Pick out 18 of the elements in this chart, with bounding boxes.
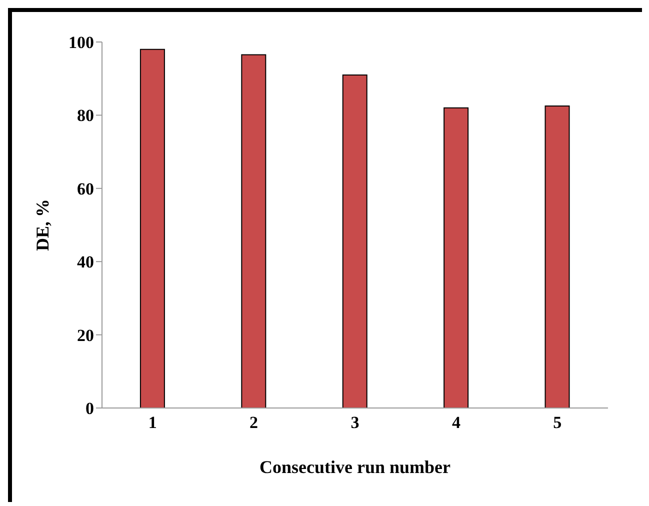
- bar: [140, 48, 165, 408]
- y-axis-title: DE, %: [32, 198, 52, 252]
- bar: [444, 107, 469, 408]
- y-tick-label: 40: [77, 252, 94, 272]
- bar: [342, 74, 368, 408]
- x-tick-label: 2: [250, 413, 258, 432]
- x-tick-label: 4: [452, 413, 461, 432]
- y-tick-label: 100: [68, 33, 94, 52]
- x-axis-title: Consecutive run number: [259, 457, 451, 477]
- y-tick-label: 80: [77, 106, 94, 126]
- y-tick-label: 60: [77, 179, 94, 198]
- y-tick-label: 0: [86, 399, 94, 418]
- x-tick-label: 5: [553, 413, 562, 432]
- x-tick-label: 1: [148, 413, 157, 432]
- y-tick-label: 20: [77, 326, 94, 345]
- x-tick-label: 3: [350, 413, 360, 432]
- bar: [241, 54, 266, 408]
- bar: [544, 106, 570, 408]
